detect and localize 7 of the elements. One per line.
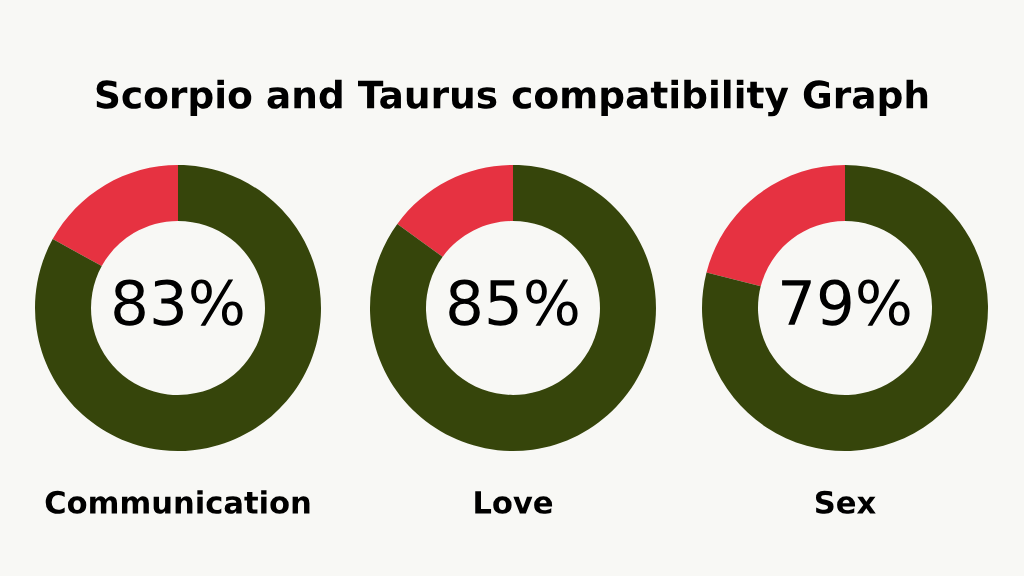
data-label: 85%: [449, 279, 578, 326]
text: Scorpio and Taurus compatibility Graph: [96, 79, 928, 117]
text: Communication: [45, 490, 310, 514]
data-label: 79%: [782, 279, 910, 326]
text: Love: [475, 491, 553, 514]
data-label: 83%: [114, 279, 243, 326]
text: Sex: [815, 490, 876, 514]
